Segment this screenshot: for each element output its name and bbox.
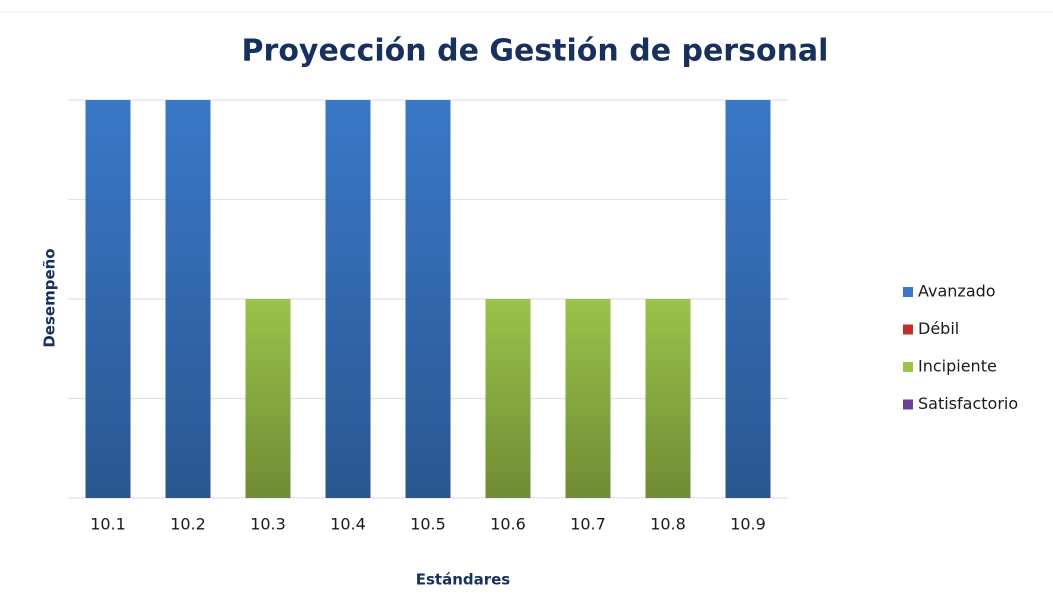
x-tick-label: 10.5 [410,515,446,534]
chart-title: Proyección de Gestión de personal [242,34,829,69]
legend-swatch [903,362,913,372]
x-tick-label: 10.6 [490,515,526,534]
bar-shade [245,299,291,498]
legend-swatch [903,324,913,335]
bar-shade [565,299,611,498]
x-tick-label: 10.7 [570,515,606,534]
y-axis-label: Desempeño [41,248,59,347]
x-axis-label: Estándares [416,571,511,589]
legend-swatch [903,399,913,410]
x-tick-label: 10.8 [650,515,686,534]
legend-label: Incipiente [918,357,997,376]
bar-shade [645,299,691,498]
bar-shade [165,100,211,498]
legend-label: Débil [918,319,959,338]
legend-swatch [903,287,913,297]
bar-shade [325,100,371,498]
bar-shade [85,100,131,498]
x-tick-label: 10.1 [90,515,126,534]
legend-label: Satisfactorio [918,394,1018,413]
bar-shade [725,100,771,498]
x-tick-label: 10.3 [250,515,286,534]
x-tick-label: 10.4 [330,515,366,534]
x-tick-label: 10.2 [170,515,206,534]
bar-shade [405,100,451,498]
legend-label: Avanzado [918,282,996,301]
x-tick-label: 10.9 [730,515,766,534]
bar-shade [485,299,531,498]
